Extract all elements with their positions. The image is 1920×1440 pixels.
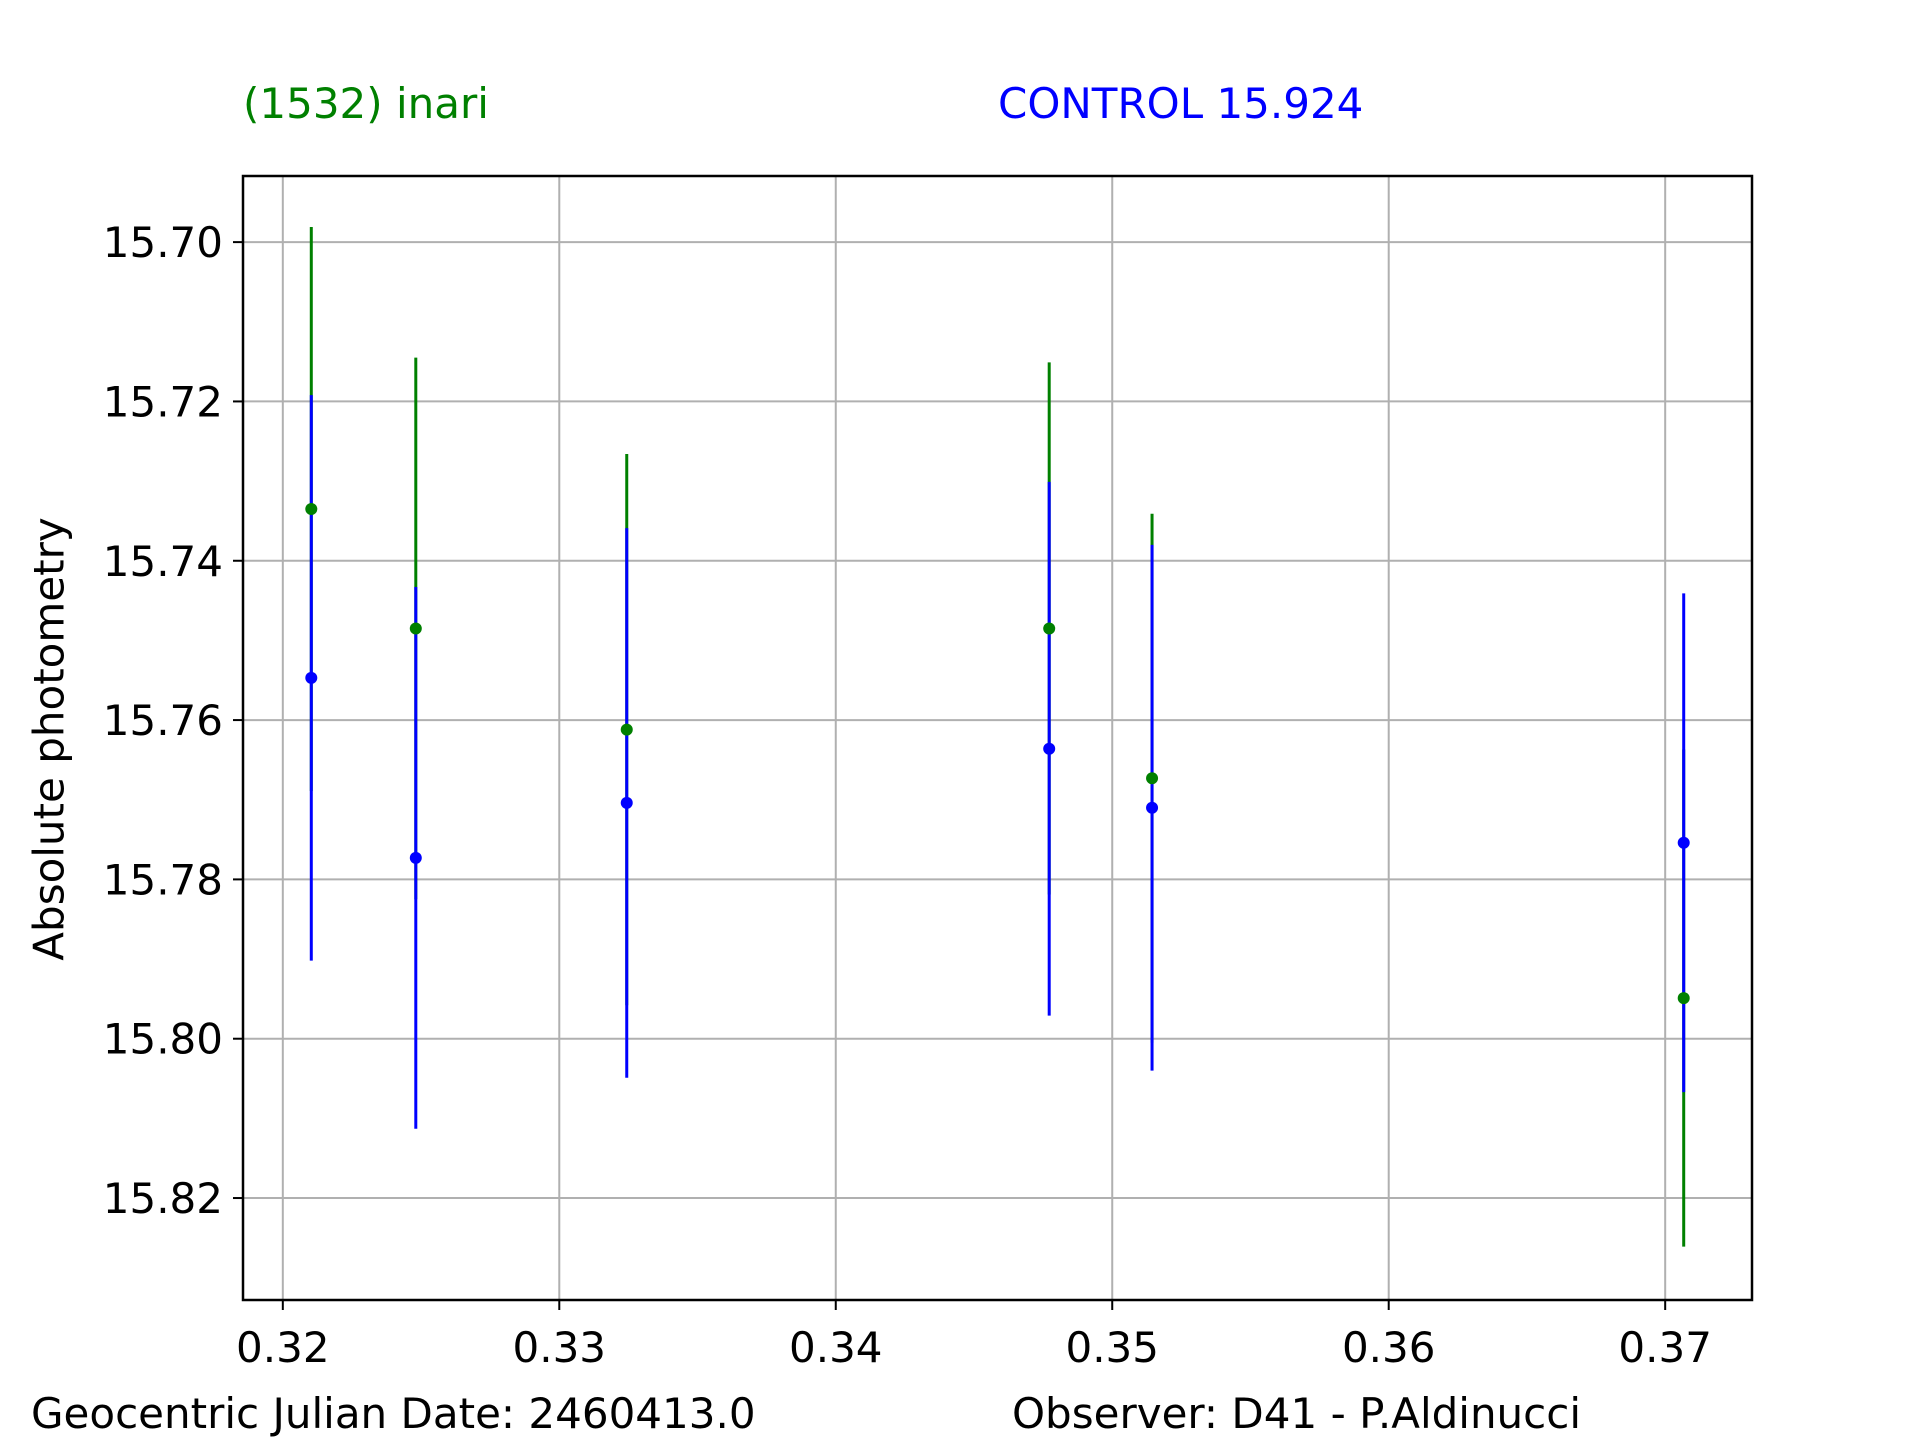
x-tick-label: 0.37 — [1618, 1323, 1712, 1372]
footer-right: Observer: D41 - P.Aldinucci — [1012, 1389, 1581, 1438]
data-point — [1043, 742, 1056, 755]
x-tick-label: 0.33 — [513, 1323, 607, 1372]
data-point — [1677, 836, 1690, 849]
data-point — [1677, 992, 1690, 1005]
x-tick-label: 0.32 — [236, 1323, 330, 1372]
y-tick-label: 15.74 — [103, 537, 223, 586]
data-point — [305, 671, 318, 684]
data-point — [305, 502, 318, 515]
legend-entry: (1532) inari — [243, 79, 489, 128]
data-point — [409, 851, 422, 864]
y-tick-label: 15.80 — [103, 1015, 223, 1064]
y-tick-label: 15.70 — [103, 218, 223, 267]
data-point — [1146, 772, 1159, 785]
y-tick-label: 15.76 — [103, 696, 223, 745]
legend-entry: CONTROL 15.924 — [998, 79, 1363, 128]
data-point — [620, 796, 633, 809]
data-point — [409, 622, 422, 635]
data-point — [620, 723, 633, 736]
x-tick-label: 0.34 — [789, 1323, 883, 1372]
footer-left: Geocentric Julian Date: 2460413.0 — [31, 1389, 756, 1438]
y-tick-label: 15.72 — [103, 377, 223, 426]
data-point — [1043, 622, 1056, 635]
x-tick-label: 0.36 — [1342, 1323, 1436, 1372]
y-tick-label: 15.82 — [103, 1174, 223, 1223]
x-tick-label: 0.35 — [1065, 1323, 1159, 1372]
y-axis-label: Absolute photometry — [25, 517, 74, 960]
plot-frame — [241, 174, 1754, 1302]
data-point — [1146, 801, 1159, 814]
y-tick-label: 15.78 — [103, 855, 223, 904]
